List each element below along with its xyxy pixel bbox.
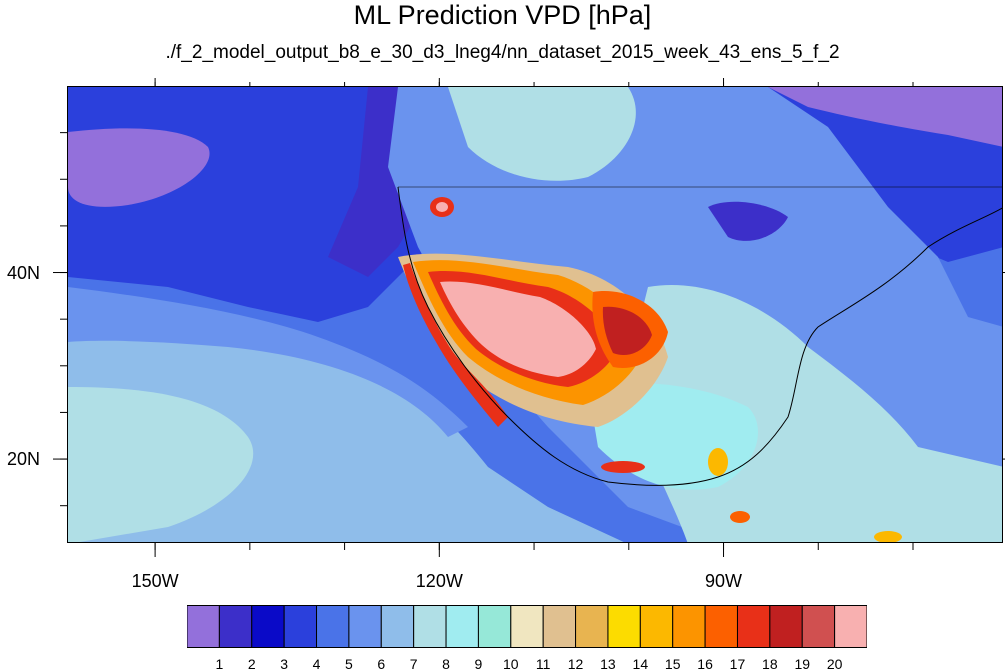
colorbar-label: 6 xyxy=(377,656,386,672)
colorbar-swatch-12 xyxy=(575,605,609,648)
colorbar-swatch-6 xyxy=(380,605,415,648)
chart-subtitle: ./f_2_model_output_b8_e_30_d3_lneg4/nn_d… xyxy=(165,42,840,63)
field-level-1-atlantic xyxy=(768,87,1002,147)
chart-title: ML Prediction VPD [hPa] xyxy=(353,0,652,30)
colorbar-label: 15 xyxy=(664,656,681,672)
colorbar-label: 3 xyxy=(280,656,289,672)
y-tick-label: 20N xyxy=(6,449,40,470)
colorbar-swatch-5 xyxy=(348,605,382,648)
colorbar-swatch-9 xyxy=(477,605,512,648)
colorbar-label: 1 xyxy=(215,656,224,672)
coastlines xyxy=(397,186,1002,486)
field-level-20 xyxy=(440,281,596,377)
colorbar-label: 10 xyxy=(503,656,519,672)
x-tick-label: 90W xyxy=(705,571,743,591)
colorbar-swatch-4 xyxy=(316,605,350,648)
colorbar-label: 13 xyxy=(600,656,616,672)
colorbar-label: 20 xyxy=(826,656,843,672)
colorbar-swatch-3 xyxy=(283,605,318,648)
field-level-5 xyxy=(68,287,468,437)
colorbar-swatch-7 xyxy=(413,605,447,648)
field-level-19-plains xyxy=(602,306,652,355)
colorbar-swatch-11 xyxy=(542,605,577,648)
colorbar-label: 19 xyxy=(794,656,811,672)
field-hotspot-wa-core xyxy=(436,202,448,212)
colorbar-swatch-13 xyxy=(607,605,641,648)
colorbar-label: 9 xyxy=(474,656,483,672)
map-plot-area xyxy=(67,86,1003,543)
colorbar-label: 16 xyxy=(697,656,713,672)
field-hotspot-mx2 xyxy=(708,448,728,476)
field-level-7-north xyxy=(448,87,636,181)
colorbar-swatch-8 xyxy=(445,605,479,648)
colorbar-label: 5 xyxy=(344,656,353,672)
colorbar-label: 18 xyxy=(762,656,778,672)
field-level-2-lakes xyxy=(708,201,788,241)
colorbar-swatch-19 xyxy=(801,605,836,648)
colorbar-swatch-0 xyxy=(187,605,220,648)
colorbar-swatch-15 xyxy=(672,605,706,648)
colorbar-swatch-10 xyxy=(510,605,544,648)
colorbar-swatch-20 xyxy=(834,605,867,648)
colorbar-swatch-18 xyxy=(769,605,803,648)
x-tick-label: 120W xyxy=(415,571,463,591)
vpd-field-map xyxy=(68,87,1002,542)
colorbar-label: 11 xyxy=(535,656,551,672)
colorbar-label: 14 xyxy=(632,656,649,672)
colorbar-label: 7 xyxy=(409,656,418,672)
y-tick-label: 40N xyxy=(6,262,40,283)
field-hotspot-carib xyxy=(874,531,902,542)
colorbar-label: 4 xyxy=(312,656,321,672)
field-level-1-pacific xyxy=(68,128,210,207)
field-hotspot-mx3 xyxy=(730,511,750,523)
colorbar-swatch-16 xyxy=(704,605,738,648)
colorbar-swatch-14 xyxy=(639,605,674,648)
field-hotspot-mx1 xyxy=(601,461,645,473)
colorbar-label: 8 xyxy=(442,656,450,672)
colorbar-swatch-17 xyxy=(736,605,771,648)
colorbar-label: 2 xyxy=(247,656,256,672)
field-level-18-coast xyxy=(403,263,508,427)
colorbar-label: 12 xyxy=(567,656,584,672)
colorbar-label: 17 xyxy=(729,656,746,672)
field-level-7 xyxy=(68,387,254,542)
colorbar-swatch-1 xyxy=(218,605,253,648)
colorbar-swatch-2 xyxy=(251,605,285,648)
colorbar xyxy=(187,605,867,648)
colorbar-swatches xyxy=(187,605,867,648)
x-tick-label: 150W xyxy=(131,571,179,591)
